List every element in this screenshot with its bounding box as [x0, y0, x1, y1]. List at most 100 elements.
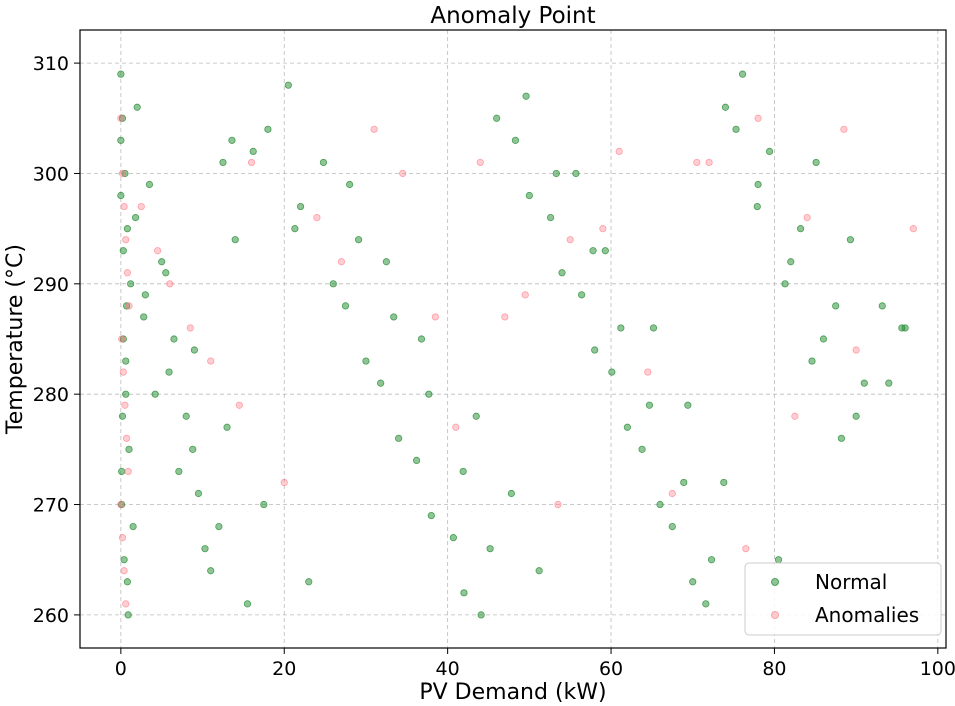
- normal-point: [901, 324, 909, 332]
- normal-point: [720, 478, 728, 487]
- normal-point: [284, 81, 292, 89]
- normal-point: [133, 103, 141, 111]
- anomaly-point: [123, 269, 131, 277]
- anomaly-point: [615, 147, 623, 155]
- normal-point: [194, 489, 203, 498]
- normal-point: [819, 335, 828, 343]
- x-tick-label: 0: [115, 658, 127, 680]
- normal-point: [122, 357, 130, 365]
- normal-point: [296, 202, 305, 211]
- normal-point: [123, 578, 131, 586]
- normal-point: [689, 578, 697, 586]
- normal-point: [141, 291, 149, 299]
- normal-point: [362, 357, 370, 365]
- normal-point: [754, 180, 762, 189]
- anomaly-point: [431, 313, 439, 321]
- anomaly-point: [693, 158, 701, 167]
- normal-point: [645, 401, 654, 409]
- normal-point: [395, 434, 403, 442]
- anomaly-point: [644, 368, 652, 376]
- x-tick-label: 60: [599, 658, 623, 680]
- normal-points-layer: [117, 70, 909, 619]
- anomaly-point: [235, 401, 243, 409]
- anomaly-point: [501, 313, 509, 321]
- normal-point: [427, 511, 435, 520]
- anomaly-point: [554, 500, 562, 509]
- normal-point: [472, 412, 480, 420]
- normal-point: [608, 368, 616, 376]
- anomaly-point: [124, 467, 132, 476]
- legend-normal-label: Normal: [815, 570, 887, 594]
- anomaly-point: [137, 202, 145, 211]
- anomaly-point: [566, 236, 574, 244]
- anomaly-point: [399, 169, 407, 178]
- normal-point: [753, 202, 761, 211]
- anomaly-point: [742, 545, 750, 553]
- normal-point: [460, 589, 468, 597]
- anomaly-point: [207, 357, 215, 365]
- anomaly-points-layer: [117, 114, 917, 608]
- normal-point: [129, 523, 137, 531]
- normal-point: [493, 114, 501, 122]
- plot-frame: [79, 29, 947, 649]
- normal-point: [249, 147, 257, 155]
- chart-title: Anomaly Point: [430, 3, 595, 29]
- normal-point: [291, 225, 299, 233]
- anomaly-point: [120, 202, 128, 211]
- anomaly-point: [122, 434, 131, 442]
- normal-point: [787, 258, 795, 266]
- y-tick-label: 290: [33, 274, 69, 296]
- anomaly-point: [337, 258, 346, 266]
- anomaly-point: [705, 158, 713, 167]
- anomaly-point: [122, 600, 130, 608]
- normal-point: [511, 136, 520, 144]
- normal-point: [449, 534, 457, 542]
- normal-point: [190, 346, 198, 354]
- normal-point: [417, 335, 426, 343]
- normal-point: [765, 147, 774, 155]
- x-axis-ticks: 0 20 40 60 80 100: [115, 648, 955, 680]
- normal-point: [329, 280, 337, 288]
- normal-point: [260, 500, 268, 509]
- anomaly-point: [313, 214, 321, 222]
- normal-point: [165, 368, 173, 376]
- x-tick-label: 100: [920, 658, 955, 680]
- anomaly-point: [909, 225, 917, 233]
- normal-point: [151, 390, 159, 398]
- anomaly-point: [247, 158, 256, 167]
- x-tick-label: 80: [762, 658, 786, 680]
- normal-point: [231, 236, 239, 244]
- normal-point: [638, 445, 646, 453]
- x-axis-label: PV Demand (kW): [419, 680, 606, 705]
- normal-point: [680, 478, 688, 487]
- normal-point: [578, 291, 586, 299]
- normal-point: [219, 158, 227, 167]
- anomaly-point: [754, 114, 762, 122]
- anomaly-point: [852, 346, 860, 354]
- normal-point: [162, 269, 170, 277]
- normal-point: [341, 302, 350, 310]
- y-tick-label: 300: [33, 163, 69, 185]
- anomaly-point: [840, 125, 848, 133]
- normal-point: [120, 556, 128, 564]
- anomaly-point: [118, 335, 126, 343]
- normal-point: [354, 236, 363, 244]
- legend-box: [744, 562, 942, 636]
- legend-anomalies-marker: [771, 611, 779, 619]
- normal-point: [170, 335, 178, 343]
- normal-point: [182, 412, 190, 420]
- normal-point: [319, 158, 328, 167]
- normal-point: [477, 611, 485, 619]
- normal-point: [118, 412, 127, 420]
- normal-point: [808, 357, 816, 365]
- anomaly-point: [803, 214, 811, 222]
- normal-point: [305, 578, 313, 586]
- normal-point: [158, 258, 166, 266]
- normal-point: [124, 611, 132, 619]
- normal-point: [546, 214, 555, 222]
- normal-point: [122, 302, 131, 310]
- normal-point: [558, 269, 566, 277]
- normal-point: [552, 169, 560, 178]
- normal-point: [656, 500, 664, 509]
